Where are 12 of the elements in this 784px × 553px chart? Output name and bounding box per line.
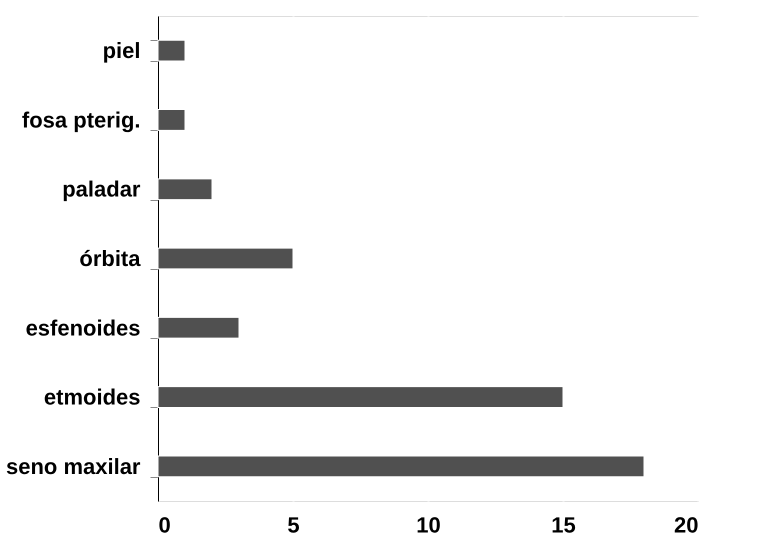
x-tick-label: 20 <box>674 512 698 538</box>
y-tick-label: fosa pterig. <box>22 107 140 132</box>
x-tick-label: 0 <box>158 512 171 538</box>
x-tick-label: 5 <box>287 512 300 538</box>
y-tick-label: esfenoides <box>26 315 140 340</box>
x-tick-label: 15 <box>551 512 576 538</box>
y-tick-label: paladar <box>62 176 141 202</box>
y-tick-label: piel <box>102 38 140 64</box>
y-tick-label: seno maxilar <box>6 454 141 479</box>
y-tick-label: etmoides <box>44 384 140 410</box>
x-tick-label: 10 <box>416 512 441 538</box>
y-tick-label: órbita <box>79 246 142 271</box>
